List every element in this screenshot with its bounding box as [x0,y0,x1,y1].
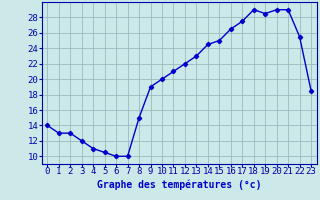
X-axis label: Graphe des températures (°c): Graphe des températures (°c) [97,179,261,190]
